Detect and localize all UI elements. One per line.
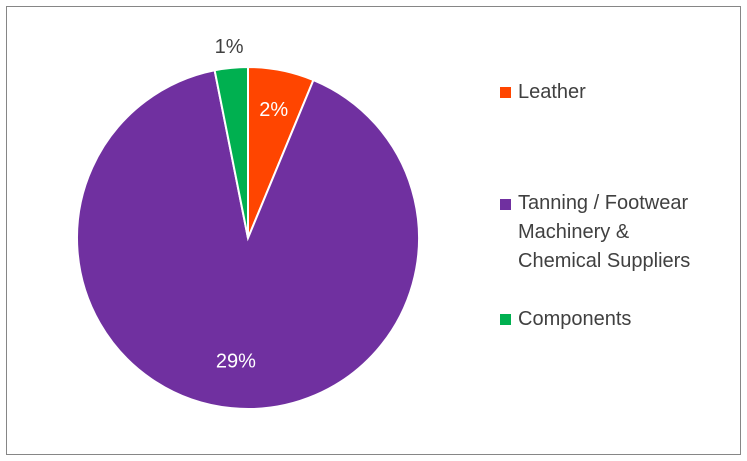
legend-swatch-tanning xyxy=(500,199,511,210)
data-label-components: 1% xyxy=(215,36,244,58)
pie-slices xyxy=(76,65,420,410)
pie-labels: 2% 29% 1% xyxy=(215,36,289,373)
legend-label-tanning-line2: Machinery & xyxy=(518,221,630,243)
data-label-leather: 2% xyxy=(259,99,288,121)
pie-slice-tanning xyxy=(76,69,420,410)
data-label-tanning: 29% xyxy=(216,351,256,373)
legend-label-leather: Leather xyxy=(518,81,586,103)
pie-slice-components xyxy=(213,65,249,239)
legend-label-tanning-line3: Chemical Suppliers xyxy=(518,250,691,272)
legend-label-tanning-line1: Tanning / Footwear xyxy=(518,192,689,214)
legend-swatch-leather xyxy=(500,87,511,98)
legend-label-components: Components xyxy=(518,308,632,330)
legend-swatch-components xyxy=(500,314,511,325)
